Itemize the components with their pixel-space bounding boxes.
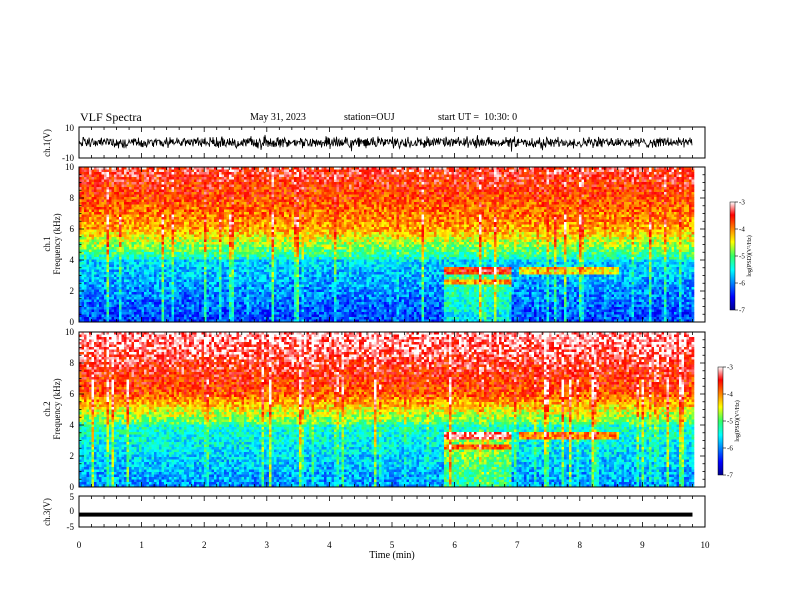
freq-tick-label: 2 <box>70 286 75 296</box>
ch2-spectrogram-xticks <box>78 332 706 487</box>
ch3-waveform-xticks <box>78 496 706 527</box>
ch2-colorbar-label: log(PSD)(V²/Hz) <box>734 400 741 441</box>
station-label: station=OUJ <box>344 112 395 123</box>
time-tick-label-8: 8 <box>578 540 583 550</box>
ch2-colorbar <box>717 366 724 476</box>
freq-tick-label: 4 <box>70 255 75 265</box>
colorbar-tick-label: -3 <box>739 199 745 207</box>
ch3-ytick-0: 0 <box>70 506 75 516</box>
ch1-colorbar-label: log(PSD)(V²/Hz) <box>746 235 753 276</box>
figure-title: VLF Spectra <box>80 110 142 125</box>
date-label: May 31, 2023 <box>250 112 306 123</box>
ch1-spectrogram-ylabel-1: ch.1 <box>42 236 52 251</box>
ch1-waveform-trace <box>79 134 693 152</box>
ch1-spectrogram-image <box>79 167 695 322</box>
freq-tick-label: 10 <box>65 162 75 172</box>
time-tick-label-3: 3 <box>265 540 270 550</box>
ch1-waveform-ylabel: ch.1(V) <box>42 129 52 157</box>
ch2-colorbar-ticks: -3 -4 -5 -6 -7 <box>723 364 733 480</box>
time-tick-label-2: 2 <box>202 540 207 550</box>
start-time-label: start UT = 10:30: 0 <box>438 112 517 123</box>
ch3-waveform-trace <box>79 512 693 517</box>
time-tick-label-1: 1 <box>139 540 144 550</box>
time-tick-label-9: 9 <box>640 540 645 550</box>
freq-tick-label: 8 <box>70 358 75 368</box>
ch3-waveform-frame <box>78 495 706 528</box>
ch1-waveform-xticks <box>78 127 706 158</box>
ch3-waveform-panel: 5 0 -5 ch.3(V) <box>42 492 706 532</box>
ch2-spectrogram-ylabel-1: ch.2 <box>42 401 52 416</box>
ch1-colorbar-ticks: -3 -4 -5 -6 -7 <box>735 199 745 315</box>
time-axis-ticklabels: 0 1 2 3 4 5 6 7 8 9 10 <box>77 540 710 550</box>
time-tick-label-4: 4 <box>327 540 332 550</box>
ch1-waveform-line <box>79 134 693 152</box>
freq-tick-label: 4 <box>70 420 75 430</box>
ch1-spectrogram-yticks: 0 2 4 6 8 10 <box>65 162 705 327</box>
colorbar-tick-label: -7 <box>727 472 733 480</box>
time-tick-label-6: 6 <box>452 540 457 550</box>
time-axis-label: Time (min) <box>369 550 414 561</box>
ch2-spectrogram-yticks: 0 2 4 6 8 10 <box>65 327 705 492</box>
freq-tick-label: 8 <box>70 193 75 203</box>
time-tick-label-5: 5 <box>390 540 395 550</box>
colorbar-tick-label: -3 <box>727 364 733 372</box>
time-tick-label-7: 7 <box>515 540 520 550</box>
ch3-ytick-5: 5 <box>70 492 75 502</box>
colorbar-tick-label: -7 <box>739 307 745 315</box>
ch1-ytick-bottom: -10 <box>62 153 74 163</box>
colorbar-tick-label: -6 <box>727 445 733 453</box>
ch1-spectrogram-xticks <box>78 167 706 322</box>
time-tick-label-10: 10 <box>701 540 711 550</box>
freq-tick-label: 6 <box>70 389 75 399</box>
freq-tick-label: 0 <box>70 482 75 492</box>
time-tick-label-0: 0 <box>77 540 82 550</box>
ch3-ytick-minus5: -5 <box>67 522 75 532</box>
ch1-spectrogram-ylabel-2: Frequency (kHz) <box>52 213 62 274</box>
freq-tick-label: 0 <box>70 317 75 327</box>
freq-tick-label: 10 <box>65 327 75 337</box>
freq-tick-label: 2 <box>70 451 75 461</box>
ch1-colorbar <box>729 201 736 311</box>
ch2-spectrogram-image <box>79 332 695 487</box>
colorbar-tick-label: -5 <box>727 418 733 426</box>
ch1-waveform-panel: 10 -10 ch.1(V) <box>42 123 706 163</box>
colorbar-tick-label: -6 <box>739 280 745 288</box>
ch3-waveform-ylabel: ch.3(V) <box>42 498 52 526</box>
colorbar-tick-label: -4 <box>727 391 733 399</box>
freq-tick-label: 6 <box>70 224 75 234</box>
colorbar-tick-label: -5 <box>739 253 745 261</box>
colorbar-tick-label: -4 <box>739 226 745 234</box>
ch2-spectrogram-ylabel-2: Frequency (kHz) <box>52 378 62 439</box>
ch1-ytick-top: 10 <box>65 123 75 133</box>
